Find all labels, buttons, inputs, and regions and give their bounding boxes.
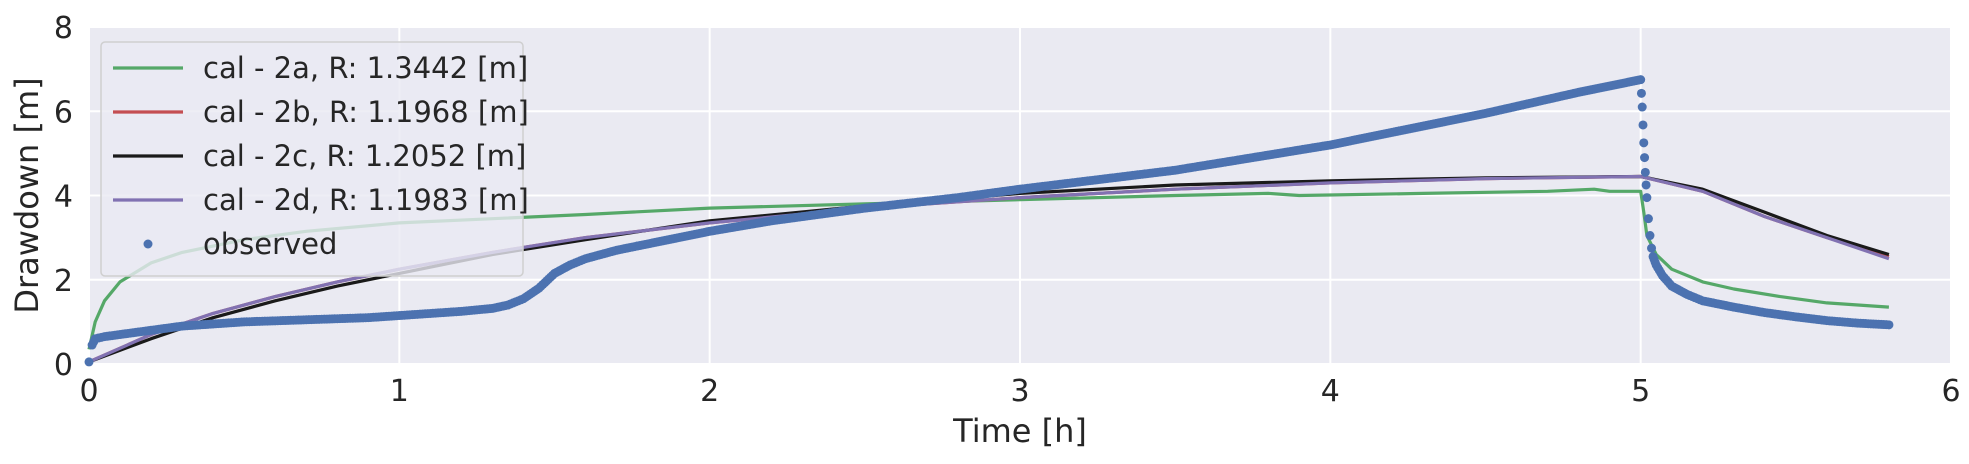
legend-label-1: cal - 2b, R: 1.1968 [m]	[203, 95, 529, 129]
observed-point	[1640, 153, 1650, 163]
y-tick-label: 2	[54, 264, 73, 299]
legend-swatch-4	[143, 239, 153, 249]
observed-point	[1636, 88, 1646, 98]
observed-point	[1641, 180, 1651, 190]
x-tick-label: 4	[1321, 374, 1340, 409]
observed-point	[1640, 167, 1650, 177]
legend-box	[100, 41, 524, 277]
observed-point	[1647, 243, 1657, 253]
observed-point	[1645, 231, 1655, 241]
y-tick-label: 8	[54, 11, 73, 46]
observed-point	[1636, 75, 1646, 85]
y-tick-label: 4	[54, 180, 73, 215]
observed-point	[1639, 138, 1649, 148]
y-tick-label: 0	[54, 348, 73, 383]
observed-point	[1642, 193, 1652, 203]
legend-label-4: observed	[203, 227, 337, 261]
x-tick-label: 5	[1631, 374, 1650, 409]
observed-point	[1884, 320, 1894, 330]
x-tick-label: 6	[1941, 374, 1960, 409]
observed-point	[1643, 214, 1653, 224]
legend-label-2: cal - 2c, R: 1.2052 [m]	[203, 139, 526, 173]
legend-label-3: cal - 2d, R: 1.1983 [m]	[203, 183, 529, 217]
tick-labels: 0 1 2 3 4 5 6 0 2 4 6 8	[54, 11, 1961, 409]
x-tick-label: 2	[700, 374, 719, 409]
y-axis-label: Drawdown [m]	[8, 77, 46, 313]
y-tick-label: 6	[54, 95, 73, 130]
observed-point	[84, 357, 94, 367]
observed-point	[1637, 102, 1647, 112]
x-axis-label: Time [h]	[952, 412, 1087, 450]
series-layer	[84, 75, 1894, 367]
x-tick-label: 0	[79, 374, 98, 409]
legend: cal - 2a, R: 1.3442 [m] cal - 2b, R: 1.19…	[100, 41, 529, 277]
x-tick-label: 1	[390, 374, 409, 409]
observed-point	[1638, 120, 1648, 130]
x-tick-label: 3	[1010, 374, 1029, 409]
legend-label-0: cal - 2a, R: 1.3442 [m]	[203, 51, 528, 85]
